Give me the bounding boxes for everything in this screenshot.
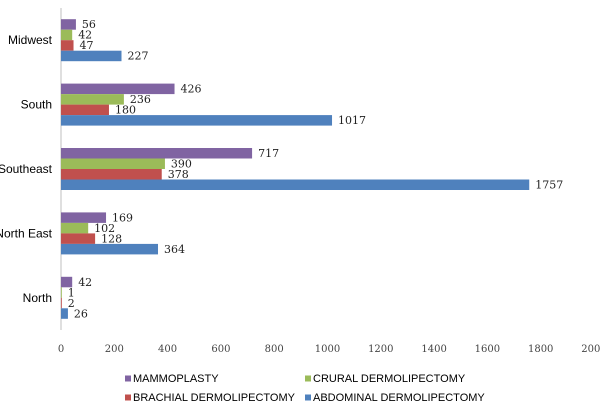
data-label: 180 [115, 104, 136, 117]
x-tick-label: 1800 [528, 344, 553, 355]
bar [61, 222, 89, 234]
data-label: 717 [258, 147, 279, 160]
data-label: 1 [68, 286, 75, 299]
data-label: 42 [78, 29, 92, 42]
data-label: 364 [164, 243, 185, 256]
data-label: 42 [78, 276, 92, 289]
bar [61, 104, 109, 116]
x-tick-label: 800 [265, 344, 284, 355]
bar [61, 297, 62, 309]
data-label: 426 [181, 83, 202, 96]
category-label: North East [0, 226, 53, 240]
x-tick-label: 400 [158, 344, 177, 355]
x-tick-label: 200 [105, 344, 124, 355]
x-tick-label: 1400 [421, 344, 446, 355]
data-label: 236 [130, 93, 151, 106]
bar [61, 40, 74, 51]
plot-area: Midwest564247227South4262361801017Southe… [0, 8, 600, 355]
bar [61, 243, 159, 255]
legend-label: MAMMOPLASTY [133, 373, 219, 385]
legend-swatch [305, 375, 311, 382]
category-label: South [21, 98, 52, 112]
category-label: Southeast [0, 162, 53, 176]
legend-swatch [125, 375, 131, 382]
data-label: 47 [80, 39, 94, 52]
data-label: 102 [94, 222, 115, 235]
bar [61, 115, 333, 126]
bar [61, 50, 122, 62]
legend-label: CRURAL DERMOLIPECTOMY [313, 373, 466, 385]
bar [61, 276, 73, 288]
data-label: 390 [171, 158, 192, 171]
x-tick-label: 0 [58, 344, 64, 355]
legend-label: BRACHIAL DERMOLIPECTOMY [133, 392, 296, 404]
data-label: 2 [68, 297, 75, 310]
bar [61, 212, 107, 223]
x-tick-label: 2000 [581, 344, 600, 355]
bar [61, 179, 530, 190]
data-label: 1017 [338, 114, 366, 127]
bar [61, 158, 165, 169]
data-label: 128 [101, 232, 122, 245]
x-tick-label: 1000 [315, 344, 340, 355]
legend-swatch [305, 394, 311, 401]
legend-label: ABDOMINAL DERMOLIPECTOMY [313, 392, 485, 404]
data-label: 378 [168, 168, 189, 181]
category-label: Midwest [8, 33, 53, 47]
data-label: 26 [74, 307, 88, 320]
data-label: 56 [82, 18, 96, 31]
bar [61, 19, 76, 30]
category-label: North [23, 291, 52, 305]
legend: MAMMOPLASTY CRURAL DERMOLIPECTOMY BRACHIAL… [125, 373, 485, 404]
bar [61, 308, 68, 319]
data-label: 1757 [535, 179, 563, 192]
bar [61, 169, 162, 180]
data-label: 227 [127, 50, 148, 63]
legend-swatch [125, 394, 131, 401]
bar [61, 287, 62, 298]
x-tick-label: 1600 [475, 344, 500, 355]
x-tick-label: 1200 [368, 344, 393, 355]
data-label: 169 [112, 211, 133, 224]
x-tick-label: 600 [211, 344, 230, 355]
bar [61, 29, 73, 41]
bar [61, 148, 253, 159]
bar [61, 83, 175, 95]
bar [61, 94, 124, 105]
bar [61, 233, 96, 244]
